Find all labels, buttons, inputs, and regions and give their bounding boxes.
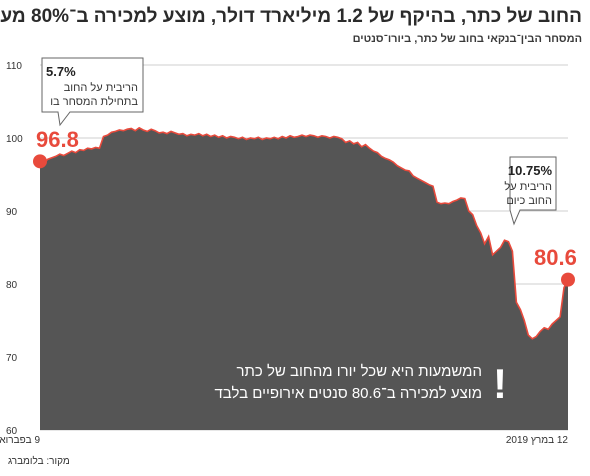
end-callout: 10.75% הריבית על החוב כיום <box>504 156 557 226</box>
start-callout-box <box>41 57 144 127</box>
y-tick-label-70: 70 <box>6 353 18 364</box>
x-label-end: 12 במרץ 2019 <box>506 435 569 446</box>
y-tick-label-60: 60 <box>6 426 18 437</box>
y-tick-label-110: 110 <box>6 61 22 72</box>
note-mark: ! <box>493 360 507 407</box>
end-callout-text2: החוב כיום <box>506 195 552 207</box>
start-callout-text2: בתחילת המסחר בו <box>50 95 138 108</box>
y-axis-ticks: 60 70 80 90 100 110 <box>6 61 23 437</box>
note-line1: המשמעות היא שכל יורו מהחוב של כתר <box>237 363 482 380</box>
x-label-start: 9 בפברואר 2017 <box>0 435 40 446</box>
y-tick-label-90: 90 <box>6 207 18 218</box>
note-line2: מוצע למכירה ב־80.6 סנטים אירופיים בלבד <box>214 385 482 402</box>
chart-subtitle: המסחר הבין־בנקאי בחוב של כתר, ביורו־סנטי… <box>352 33 582 45</box>
start-point <box>33 154 47 169</box>
start-callout-pct: 5.7% <box>46 64 76 79</box>
end-value-label: 80.6 <box>534 245 577 270</box>
end-callout-pct: 10.75% <box>508 163 553 178</box>
y-tick-label-80: 80 <box>6 280 18 291</box>
end-point <box>561 272 575 287</box>
end-callout-box <box>509 156 557 226</box>
series-line <box>39 126 569 340</box>
source-credit: מקור: בלומברג <box>8 456 70 467</box>
start-value-label: 96.8 <box>36 127 79 152</box>
y-tick-label-100: 100 <box>6 134 23 145</box>
series-area <box>40 127 568 431</box>
chart-title: החוב של כתר, בהיקף של 1.2 מיליארד דולר, … <box>0 6 582 27</box>
start-callout-text1: הריבית על החוב <box>64 81 138 94</box>
end-callout-text1: הריבית על <box>504 180 552 193</box>
note: ! המשמעות היא שכל יורו מהחוב של כתר מוצע… <box>214 360 507 407</box>
start-callout: 5.7% הריבית על החוב בתחילת המסחר בו <box>41 57 144 127</box>
